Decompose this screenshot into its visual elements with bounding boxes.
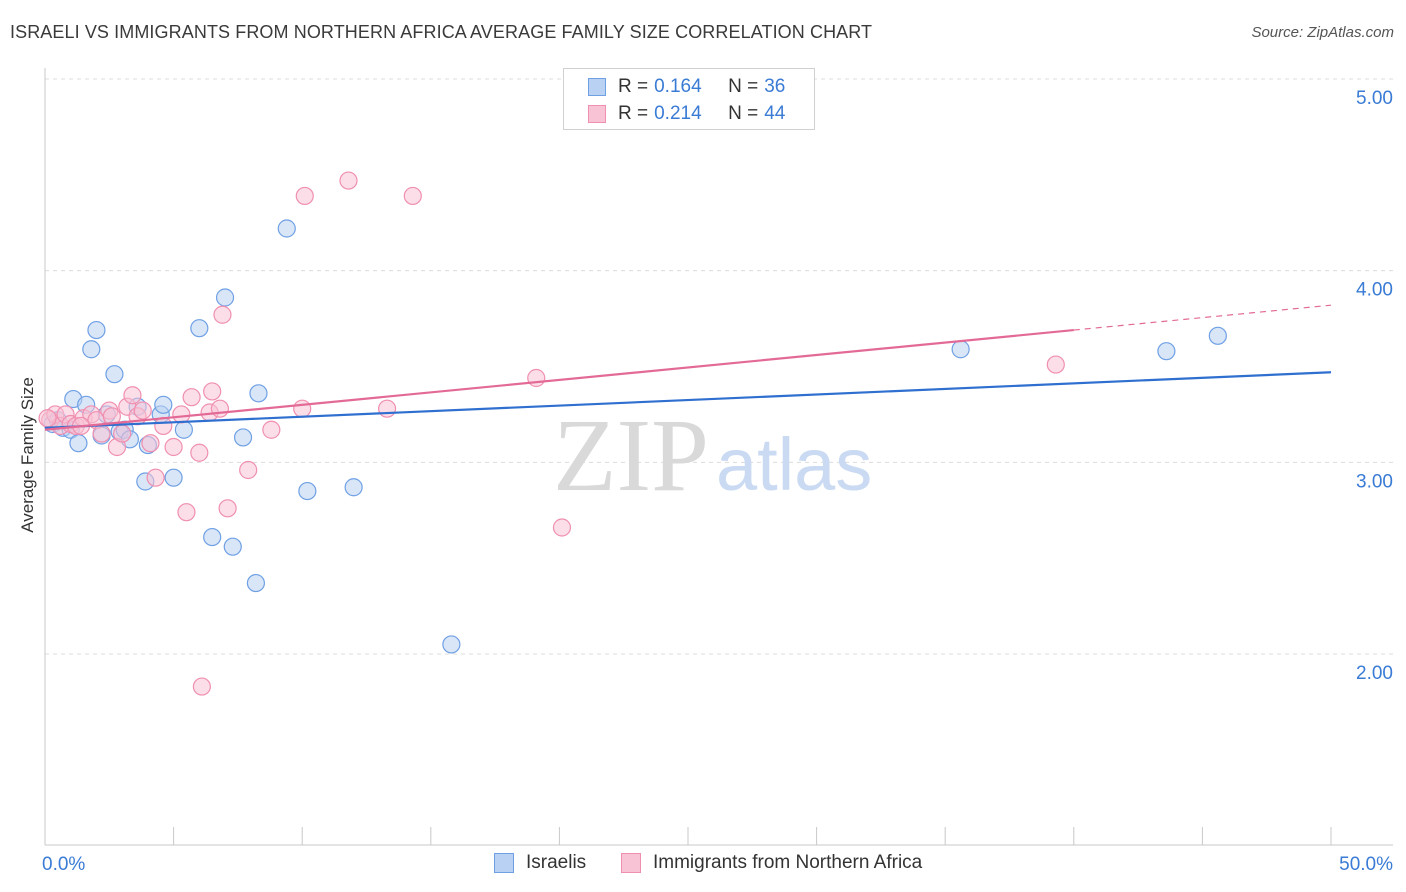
y-tick-label: 3.00 — [1356, 471, 1393, 492]
israelis-point — [1208, 326, 1227, 345]
legend-item-immigrants[interactable]: Immigrants from Northern Africa — [621, 852, 922, 874]
legend-swatch-immigrants — [588, 105, 606, 123]
immigrants-point — [552, 518, 572, 537]
immigrants-point — [177, 503, 196, 522]
israelis-point — [203, 527, 222, 547]
r-label: R = — [618, 103, 649, 124]
israelis-point — [233, 428, 253, 447]
immigrants-point — [262, 420, 281, 439]
immigrants-point — [164, 437, 183, 457]
n-label: N = — [728, 103, 759, 124]
legend-swatch-israelis — [494, 853, 514, 873]
legend-row-israelis: R = 0.164 N = 36 — [588, 75, 785, 99]
immigrants-point — [190, 443, 209, 462]
israelis-point — [154, 395, 173, 414]
israelis-point — [105, 365, 124, 384]
n-value: 44 — [764, 103, 786, 124]
y-axis-label: Average Family Size — [18, 377, 37, 533]
immigrants-point — [339, 171, 358, 190]
immigrants-point — [146, 468, 165, 487]
immigrants-point — [192, 677, 211, 696]
immigrants-point — [38, 409, 57, 428]
y-tick-label: 2.00 — [1356, 663, 1393, 684]
immigrants-point — [403, 186, 422, 206]
israelis-point — [951, 340, 970, 359]
source-credit: Source: ZipAtlas.com — [1251, 24, 1394, 41]
legend-row-immigrants: R = 0.214 N = 44 — [588, 102, 785, 126]
immigrants-point — [295, 186, 314, 206]
watermark-atlas: atlas — [716, 423, 872, 506]
gridlines — [45, 78, 1393, 655]
israelis-point — [442, 635, 461, 654]
immigrants-point — [172, 405, 191, 424]
israelis-point — [174, 420, 193, 439]
immigrants-point — [203, 382, 222, 401]
israelis-point — [249, 384, 268, 403]
immigrants-point — [210, 399, 229, 418]
immigrants-point — [1046, 355, 1065, 374]
legend-item-israelis[interactable]: Israelis — [494, 852, 586, 874]
x-tick-label: 50.0% — [1339, 854, 1393, 875]
correlation-legend: R = 0.164 N = 36 R = 0.214 N = 44 — [563, 68, 815, 130]
immigrants-point — [123, 386, 142, 405]
immigrants-point — [182, 388, 201, 407]
immigrants-point — [92, 424, 111, 443]
legend-label-israelis: Israelis — [526, 852, 587, 873]
legend-label-immigrants: Immigrants from Northern Africa — [653, 852, 923, 873]
y-tick-label: 4.00 — [1356, 280, 1393, 301]
immigrants-point — [239, 460, 258, 480]
immigrants-point — [218, 499, 237, 518]
n-value: 36 — [764, 76, 786, 97]
israelis-point — [223, 537, 242, 556]
israelis-point — [1157, 342, 1176, 361]
r-value: 0.164 — [654, 76, 702, 97]
israelis-point — [298, 481, 317, 501]
immigrants-point — [293, 399, 312, 418]
israelis-point — [69, 434, 88, 453]
immigrants-point — [213, 305, 232, 324]
israelis-point — [82, 340, 101, 359]
series-legend: Israelis Immigrants from Northern Africa — [0, 850, 1406, 878]
immigrants-trendline-extension — [1073, 304, 1332, 331]
r-label: R = — [618, 76, 649, 97]
israelis-point — [344, 478, 363, 497]
watermark: ZIP atlas — [553, 398, 872, 513]
immigrants-trendline — [44, 328, 1074, 431]
axes — [44, 68, 1393, 846]
trendlines — [44, 304, 1332, 431]
immigrants-point — [113, 424, 132, 443]
immigrants-point — [133, 401, 152, 420]
immigrants-point — [527, 368, 546, 388]
israelis-point — [190, 319, 209, 338]
israelis-point — [215, 288, 235, 307]
tick-labels: 2.00 3.00 4.00 5.00 0.0% 50.0% — [42, 88, 1393, 875]
immigrants-point — [141, 434, 160, 453]
r-value: 0.214 — [654, 103, 702, 124]
legend-swatch-israelis — [588, 78, 606, 96]
israelis-trendline — [44, 371, 1332, 429]
watermark-zip: ZIP — [553, 398, 709, 513]
chart-title: ISRAELI VS IMMIGRANTS FROM NORTHERN AFRI… — [10, 22, 873, 42]
israelis-point — [246, 573, 266, 593]
immigrants-point — [377, 399, 397, 418]
israelis-point — [87, 320, 106, 340]
n-label: N = — [728, 76, 759, 97]
legend-swatch-immigrants — [621, 853, 641, 873]
series-immigrants-points — [38, 171, 1065, 696]
israelis-point — [164, 468, 183, 487]
x-tick-label: 0.0% — [42, 854, 85, 875]
y-tick-label: 5.00 — [1356, 88, 1393, 109]
israelis-point — [277, 219, 296, 238]
